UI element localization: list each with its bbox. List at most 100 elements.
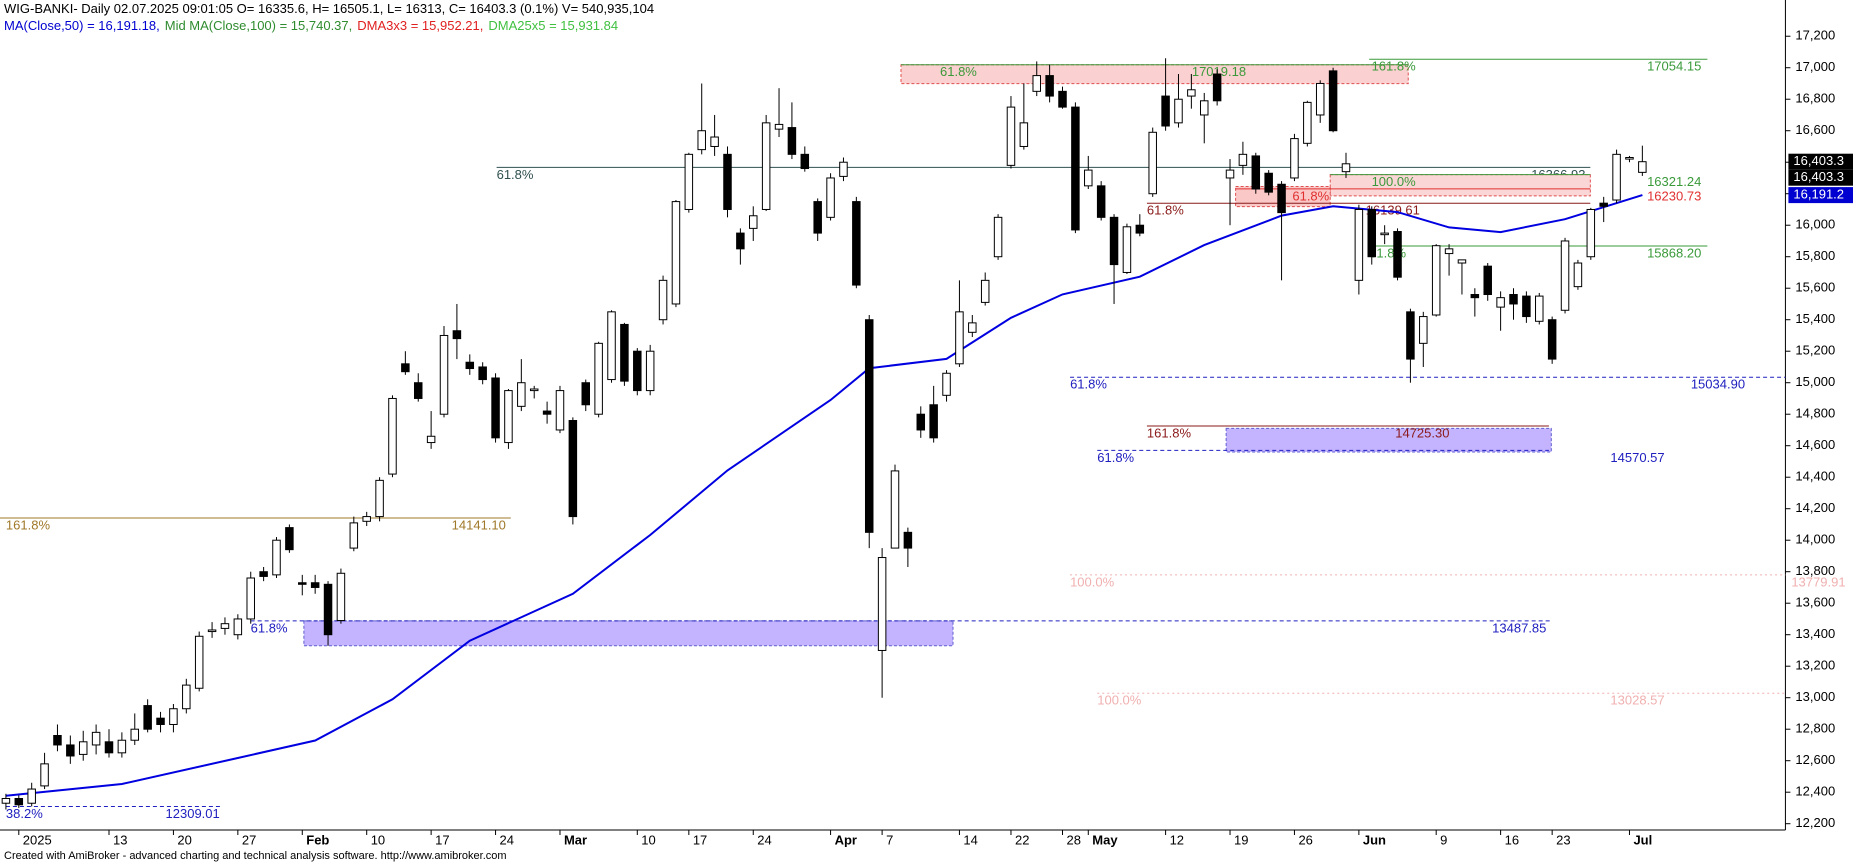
candle-body <box>40 763 49 787</box>
candle <box>1599 196 1608 223</box>
candle-body <box>1496 297 1505 308</box>
candle-body <box>594 342 603 415</box>
ma-line <box>5 194 1643 797</box>
fib-level-pct: 61.8% <box>1147 203 1184 218</box>
candle-body <box>736 232 745 250</box>
candle-body <box>658 279 668 321</box>
candle <box>1341 152 1351 178</box>
fib-level-pct: 61.8% <box>251 620 288 635</box>
candle <box>1406 308 1415 383</box>
candle-body <box>723 153 732 210</box>
x-tick-label: 10 <box>641 832 655 847</box>
candle <box>1625 155 1634 163</box>
candle <box>194 631 204 692</box>
candle-body <box>890 470 900 549</box>
candle-body <box>14 798 24 806</box>
candle <box>362 511 371 527</box>
candle <box>156 711 165 733</box>
candle <box>955 280 964 367</box>
candle <box>1586 207 1596 260</box>
candle <box>568 417 578 525</box>
candle-body <box>1 798 11 804</box>
x-tick-label: 17 <box>693 832 707 847</box>
candle-body <box>182 684 191 710</box>
candle-body <box>710 136 719 147</box>
candle <box>246 571 255 624</box>
candle <box>233 614 243 640</box>
candle <box>787 102 797 160</box>
candle <box>1148 127 1157 197</box>
candle <box>620 322 629 386</box>
candle-body <box>1071 106 1080 231</box>
candle <box>452 303 462 360</box>
candle <box>1238 141 1248 175</box>
candle-body <box>1006 106 1016 166</box>
candle-body <box>1560 240 1570 311</box>
y-tick-label: 12,400 <box>1795 784 1835 799</box>
x-tick-label: 10 <box>371 832 385 847</box>
candle-body <box>1625 156 1634 160</box>
candle <box>1354 204 1364 295</box>
candle-body <box>761 122 771 210</box>
x-tick-label: 14 <box>963 832 977 847</box>
fib-level-value: 13487.85 <box>1492 620 1546 635</box>
fib-zone <box>900 64 1409 85</box>
candle-body <box>542 410 552 415</box>
candle-body <box>749 215 758 229</box>
candle <box>1174 74 1183 128</box>
candle <box>1535 292 1544 325</box>
y-tick-label: 15,600 <box>1795 280 1835 295</box>
candle-body <box>375 479 384 518</box>
candle <box>813 198 822 241</box>
candle-body <box>117 739 127 754</box>
candle <box>336 568 346 624</box>
fib-level-value: 17019.18 <box>1192 64 1246 79</box>
last-value-box <box>1788 169 1853 186</box>
fib-level-value: 17054.15 <box>1647 59 1701 74</box>
y-tick-label: 12,800 <box>1795 721 1835 736</box>
candle <box>1573 259 1583 290</box>
fib-level-value: 14141.10 <box>452 517 506 532</box>
fib-levels: 61.8%17019.18161.8%17054.1561.8%16366.93… <box>0 59 1846 821</box>
candle-body <box>1470 294 1480 299</box>
candle-body <box>968 322 977 333</box>
candle-body <box>439 334 449 415</box>
candle-body <box>955 311 964 365</box>
candle-body <box>272 539 281 576</box>
candle <box>542 401 552 424</box>
x-tick-label: 23 <box>1556 832 1570 847</box>
candle-body <box>813 201 822 234</box>
candle <box>1212 69 1222 106</box>
y-tick-label: 13,400 <box>1795 626 1835 641</box>
candle-body <box>1367 208 1377 258</box>
candle <box>104 729 114 758</box>
candle-body <box>1032 75 1041 92</box>
fib-level-value: 13028.57 <box>1610 693 1664 708</box>
candle-body <box>980 279 990 303</box>
candle <box>993 214 1003 260</box>
x-tick-label: 26 <box>1298 832 1312 847</box>
candle-body <box>336 572 346 622</box>
x-tick-label: Jun <box>1363 832 1386 847</box>
candle-body <box>1612 153 1621 201</box>
y-tick-label: 13,800 <box>1795 563 1835 578</box>
x-tick-label: May <box>1092 832 1118 847</box>
candle <box>1109 214 1119 304</box>
last-value-label: 16,403.3 <box>1793 169 1844 184</box>
candle-body <box>1393 231 1402 278</box>
candle-body <box>607 311 616 381</box>
candle-body <box>1419 316 1428 344</box>
candle-body <box>1573 262 1583 288</box>
candle-body <box>259 571 268 577</box>
candle-body <box>452 330 462 340</box>
candle-body <box>787 127 797 155</box>
candle-body <box>1251 155 1261 190</box>
last-value-label: 16,403.3 <box>1793 153 1844 168</box>
candle-body <box>1290 138 1299 179</box>
candle-body <box>1238 153 1248 166</box>
candle <box>1277 181 1286 281</box>
candle-body <box>388 397 397 475</box>
candle <box>66 735 75 764</box>
candle-body <box>1187 89 1196 97</box>
candle <box>1483 263 1492 301</box>
